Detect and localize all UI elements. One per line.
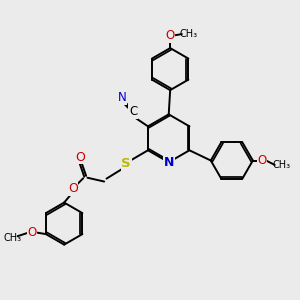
Text: CH₃: CH₃ — [272, 160, 290, 170]
Text: O: O — [68, 182, 78, 195]
Text: S: S — [121, 157, 131, 170]
Text: N: N — [117, 91, 126, 104]
Text: C: C — [129, 105, 137, 118]
Text: O: O — [258, 154, 267, 167]
Text: CH₃: CH₃ — [179, 29, 198, 39]
Text: O: O — [75, 151, 85, 164]
Text: CH₃: CH₃ — [4, 233, 22, 243]
Text: O: O — [28, 226, 37, 239]
Text: O: O — [166, 29, 175, 42]
Text: N: N — [164, 156, 174, 169]
